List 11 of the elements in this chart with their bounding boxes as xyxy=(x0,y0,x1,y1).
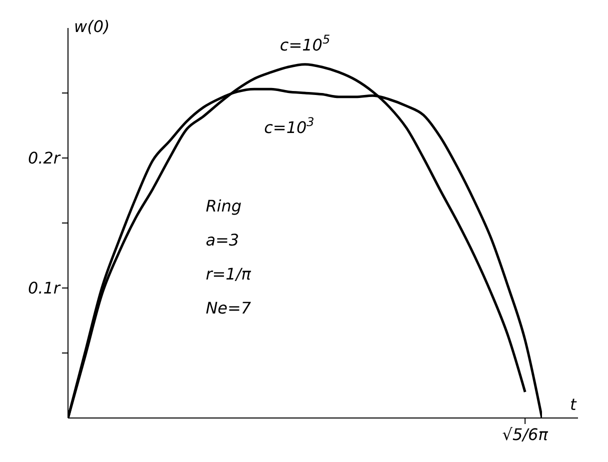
x-tick-label: √5/6π xyxy=(502,425,548,444)
series-label: c=10$^{3}$ xyxy=(264,115,314,138)
annotation: Ne=7 xyxy=(206,298,252,318)
annotation: Ring xyxy=(206,196,242,216)
series-label: c=10$^{5}$ xyxy=(280,32,330,54)
y-axis-title: w(0) xyxy=(74,17,110,36)
annotation: a=3 xyxy=(206,230,240,250)
x-axis-title: t xyxy=(570,395,577,414)
annotation: r=1/π xyxy=(206,264,252,284)
y-tick-label: 0.2r xyxy=(28,148,62,168)
y-tick-label: 0.1r xyxy=(28,278,62,298)
